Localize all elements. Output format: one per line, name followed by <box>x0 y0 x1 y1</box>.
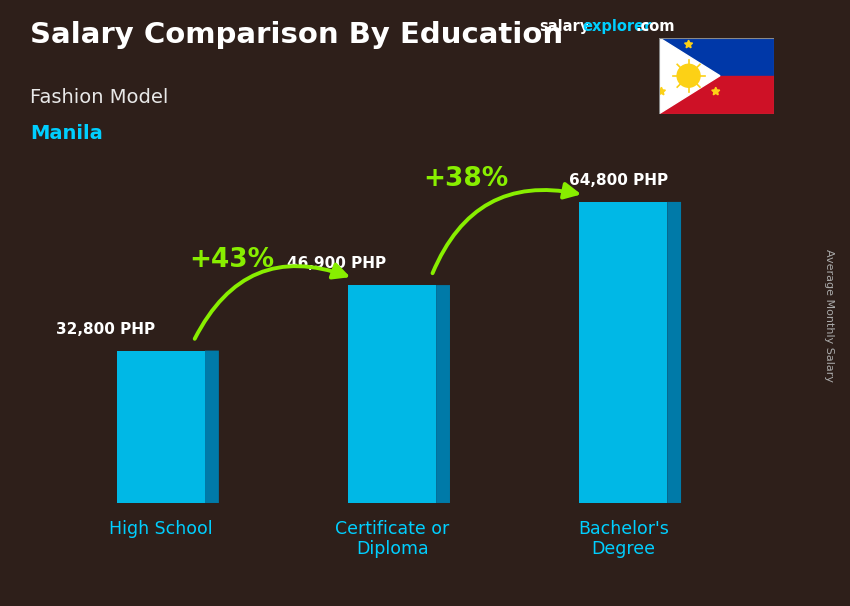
Polygon shape <box>436 285 450 503</box>
Text: 46,900 PHP: 46,900 PHP <box>287 256 386 271</box>
Text: salary: salary <box>540 19 590 35</box>
Text: 32,800 PHP: 32,800 PHP <box>56 322 156 337</box>
Text: Fashion Model: Fashion Model <box>30 88 168 107</box>
Bar <box>659 38 774 76</box>
FancyBboxPatch shape <box>580 202 667 503</box>
Text: Manila: Manila <box>30 124 103 143</box>
Circle shape <box>677 64 700 87</box>
Text: Salary Comparison By Education: Salary Comparison By Education <box>30 21 563 49</box>
Text: +38%: +38% <box>423 166 509 192</box>
Polygon shape <box>659 38 720 114</box>
Text: Average Monthly Salary: Average Monthly Salary <box>824 248 834 382</box>
Polygon shape <box>205 351 218 503</box>
Polygon shape <box>711 87 720 95</box>
FancyBboxPatch shape <box>348 285 436 503</box>
Text: .com: .com <box>636 19 675 35</box>
Text: explorer: explorer <box>582 19 652 35</box>
Bar <box>659 76 774 114</box>
Text: +43%: +43% <box>189 247 275 273</box>
Polygon shape <box>657 87 666 95</box>
FancyBboxPatch shape <box>117 351 205 503</box>
Polygon shape <box>667 202 681 503</box>
Polygon shape <box>684 40 693 48</box>
Text: 64,800 PHP: 64,800 PHP <box>570 173 668 188</box>
